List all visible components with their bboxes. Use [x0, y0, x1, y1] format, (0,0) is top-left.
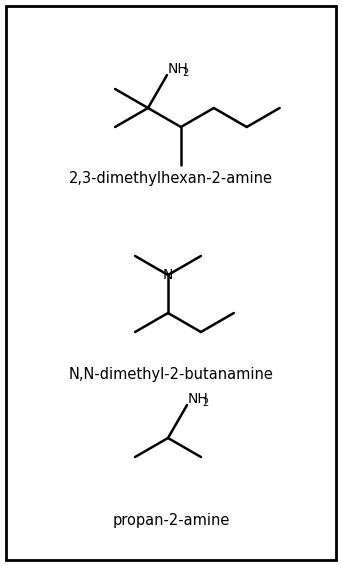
Text: N,N-dimethyl-2-butanamine: N,N-dimethyl-2-butanamine	[68, 367, 274, 383]
Text: N: N	[163, 268, 173, 282]
Text: NH: NH	[168, 62, 189, 76]
Text: 2: 2	[202, 398, 208, 408]
Text: 2: 2	[182, 68, 188, 78]
Text: 2,3-dimethylhexan-2-amine: 2,3-dimethylhexan-2-amine	[69, 170, 273, 186]
Text: propan-2-amine: propan-2-amine	[112, 512, 230, 528]
Text: NH: NH	[188, 392, 209, 406]
